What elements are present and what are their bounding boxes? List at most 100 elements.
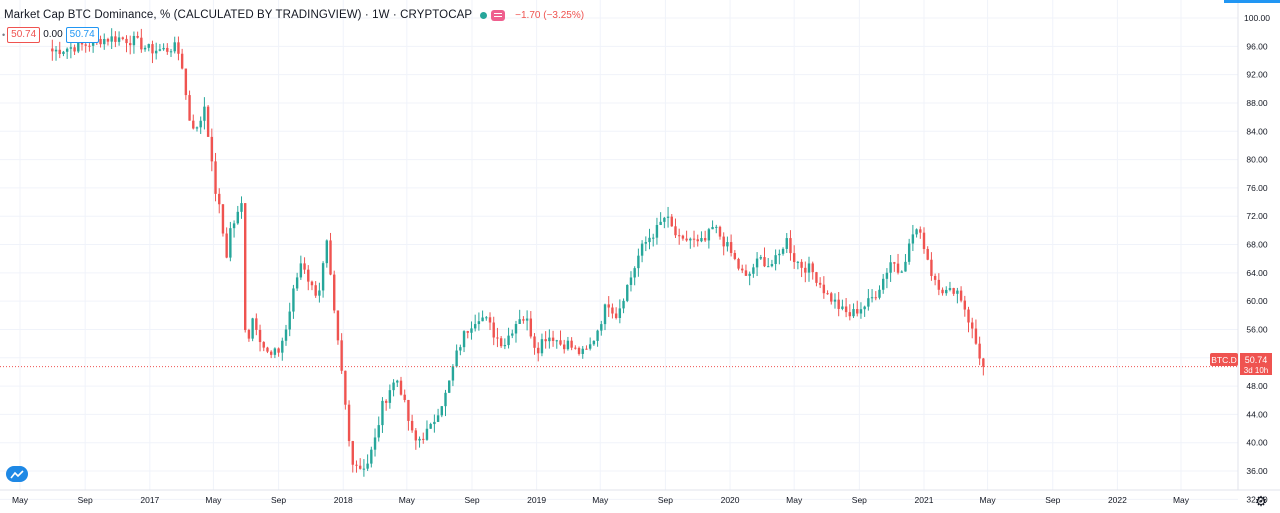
candle-body <box>288 311 291 330</box>
candle-body <box>418 438 421 441</box>
symbol-tag-bg <box>1210 353 1238 366</box>
candle-body <box>867 298 870 307</box>
y-tick-label: 88.00 <box>1246 98 1268 108</box>
candle-body <box>926 248 929 260</box>
candle-body <box>685 238 688 241</box>
candle-body <box>666 216 670 218</box>
candle-body <box>640 243 644 256</box>
symbol-tag: BTC.D <box>1211 355 1237 365</box>
candle-body <box>945 289 948 294</box>
candle-body <box>373 437 377 450</box>
y-tick-label: 48.00 <box>1246 381 1268 391</box>
candle-body <box>833 299 837 302</box>
candle-body <box>715 226 718 228</box>
y-tick-label: 84.00 <box>1246 126 1268 136</box>
x-tick-label: 2021 <box>915 495 934 505</box>
y-tick-label: 96.00 <box>1246 41 1268 51</box>
candle-body <box>937 279 941 290</box>
candle-body <box>941 289 944 294</box>
candle-body <box>540 339 544 354</box>
candle-body <box>344 370 347 405</box>
candle-body <box>907 243 911 262</box>
x-tick-label: 2020 <box>721 495 740 505</box>
legend-value-blue: 50.74 <box>65 26 99 43</box>
candle-body <box>607 304 610 308</box>
candle-body <box>166 47 169 52</box>
tradingview-logo-icon[interactable] <box>6 466 28 482</box>
x-tick-label: Sep <box>658 495 673 505</box>
candle-body <box>440 406 443 416</box>
x-tick-label: Sep <box>78 495 93 505</box>
candle-body <box>496 337 499 339</box>
candle-body <box>154 50 158 54</box>
candle-body <box>73 47 76 52</box>
candle-body <box>488 317 492 323</box>
candle-body <box>410 420 414 431</box>
candle-body <box>203 106 206 121</box>
candle-body <box>251 318 254 339</box>
candle-body <box>759 257 762 259</box>
candle-body <box>292 288 295 312</box>
y-tick-label: 68.00 <box>1246 240 1268 250</box>
candle-body <box>514 323 518 334</box>
candle-body <box>744 270 748 276</box>
candle-body <box>815 272 818 283</box>
candle-body <box>522 319 525 321</box>
legend-value-mid: 0.00 <box>43 29 63 40</box>
candle-body <box>507 335 510 346</box>
x-tick-label: May <box>786 495 803 505</box>
x-tick-label: Sep <box>271 495 286 505</box>
candle-body <box>952 288 955 294</box>
price-change: −1.70 (−3.25%) <box>515 9 585 21</box>
candle-body <box>117 37 121 42</box>
candle-body <box>692 238 696 240</box>
candle-body <box>596 330 599 341</box>
candle-body <box>830 293 833 302</box>
candle-body <box>470 328 473 333</box>
candle-body <box>511 333 514 336</box>
candle-body <box>852 309 855 317</box>
candle-body <box>266 347 269 352</box>
time-axis[interactable]: May Sep 2017 May Sep 2018 May Sep 2019 May Sep 2020… <box>12 495 1190 505</box>
candle-body <box>881 278 885 290</box>
gear-icon[interactable]: ⚙ <box>1254 493 1268 509</box>
candle-body <box>221 204 225 234</box>
x-tick-label: May <box>1173 495 1190 505</box>
candle-body <box>499 338 503 347</box>
x-tick-label: 2022 <box>1108 495 1127 505</box>
candle-body <box>956 290 959 294</box>
market-status-icon[interactable] <box>480 11 488 19</box>
legend-value-red: 50.74 <box>7 26 41 43</box>
candle-body <box>781 248 785 254</box>
candle-body <box>818 282 822 285</box>
candle-body <box>425 428 429 440</box>
candle-body <box>525 318 529 321</box>
candle-body <box>180 53 184 69</box>
candle-body <box>214 161 217 194</box>
candle-body <box>140 37 143 50</box>
candle-body <box>677 235 681 237</box>
y-tick-label: 60.00 <box>1246 296 1268 306</box>
candle-body <box>106 38 110 42</box>
candle-body <box>444 392 447 407</box>
candle-body <box>774 255 777 265</box>
candle-body <box>763 257 766 267</box>
candle-body <box>796 261 800 263</box>
candle-body <box>355 464 358 466</box>
candle-body <box>718 226 722 237</box>
indicator-menu-icon[interactable] <box>491 9 506 21</box>
candle-body <box>240 203 243 212</box>
candle-body <box>804 267 807 273</box>
candle-body <box>303 263 306 270</box>
chart-symbol-title[interactable]: Market Cap BTC Dominance, % (CALCULATED … <box>4 9 473 21</box>
y-tick-label: 44.00 <box>1246 409 1268 419</box>
candle-body <box>310 281 314 286</box>
candle-body <box>622 300 625 309</box>
candle-body <box>670 216 673 227</box>
candle-body <box>933 275 937 280</box>
candle-body <box>281 340 284 353</box>
price-tag: BTC.D 50.74 3d 10h <box>1210 353 1272 375</box>
candle-body <box>336 310 340 341</box>
price-axis[interactable]: 100.00 96.00 92.00 88.00 84.00 80.00 76.00 72.0… <box>1244 13 1270 504</box>
